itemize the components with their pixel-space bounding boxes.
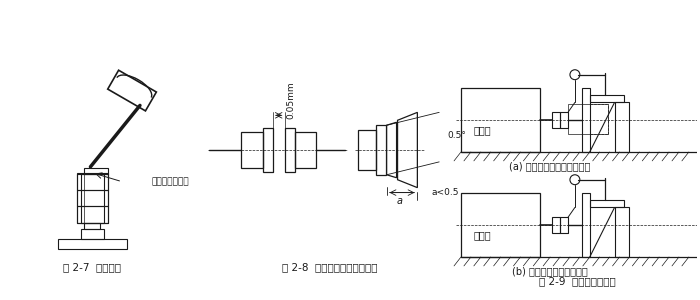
Bar — [582, 193, 590, 257]
Bar — [560, 218, 568, 233]
Text: 此处应垫一铜棒: 此处应垫一铜棒 — [152, 177, 190, 186]
Bar — [582, 88, 590, 152]
Bar — [461, 193, 540, 257]
Text: 原动机: 原动机 — [474, 230, 491, 240]
Circle shape — [570, 175, 580, 185]
Text: 图 2-7  注意事项: 图 2-7 注意事项 — [64, 262, 121, 272]
Bar — [590, 94, 624, 102]
Bar — [295, 132, 316, 168]
Bar — [85, 223, 100, 229]
Circle shape — [570, 70, 580, 80]
Bar — [76, 174, 108, 223]
Bar — [85, 168, 108, 174]
Bar — [552, 112, 560, 128]
Text: 原动机: 原动机 — [474, 125, 491, 135]
Bar — [76, 206, 108, 223]
Polygon shape — [398, 112, 417, 188]
Bar — [615, 102, 629, 152]
Bar — [76, 190, 108, 206]
Bar — [241, 132, 262, 168]
Bar — [560, 112, 568, 128]
Polygon shape — [386, 122, 397, 178]
Bar — [568, 104, 608, 134]
Text: a<0.5: a<0.5 — [431, 188, 458, 197]
Bar — [461, 88, 540, 152]
Polygon shape — [108, 70, 156, 111]
Bar — [76, 173, 108, 190]
Text: 图 2-8  联轴器之间的安装精度: 图 2-8 联轴器之间的安装精度 — [282, 262, 378, 272]
Bar — [80, 174, 104, 223]
Text: 0.5°: 0.5° — [447, 130, 466, 140]
Text: (a) 用百分表检查联轴器端面: (a) 用百分表检查联轴器端面 — [510, 161, 591, 171]
Text: (b) 用百分表检查支座端面: (b) 用百分表检查支座端面 — [512, 266, 588, 276]
Text: 图 2-9  安装精度的检查: 图 2-9 安装精度的检查 — [540, 276, 616, 286]
Bar — [376, 125, 386, 175]
Text: a: a — [396, 196, 402, 206]
Bar — [615, 208, 629, 257]
Bar — [80, 229, 104, 239]
Bar — [57, 239, 127, 249]
Bar — [552, 218, 560, 233]
Bar — [262, 128, 273, 172]
Bar — [358, 130, 376, 170]
Text: 0.05mm: 0.05mm — [286, 82, 295, 119]
Bar — [285, 128, 295, 172]
Bar — [590, 200, 624, 208]
